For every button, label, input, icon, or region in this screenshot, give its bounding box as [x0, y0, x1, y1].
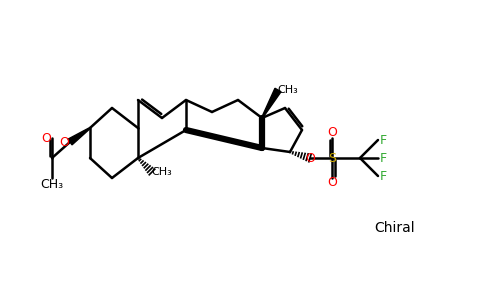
Text: CH₃: CH₃ — [41, 178, 63, 191]
Text: Chiral: Chiral — [375, 221, 415, 235]
Text: S: S — [328, 152, 336, 164]
Polygon shape — [68, 128, 91, 145]
Text: CH₃: CH₃ — [151, 167, 172, 177]
Text: F: F — [379, 169, 387, 182]
Polygon shape — [261, 88, 281, 118]
Text: O: O — [41, 131, 51, 145]
Text: F: F — [379, 134, 387, 146]
Text: F: F — [379, 152, 387, 164]
Text: O: O — [305, 152, 315, 164]
Text: O: O — [327, 127, 337, 140]
Text: CH₃: CH₃ — [278, 85, 298, 95]
Text: O: O — [327, 176, 337, 190]
Text: O: O — [59, 136, 69, 148]
